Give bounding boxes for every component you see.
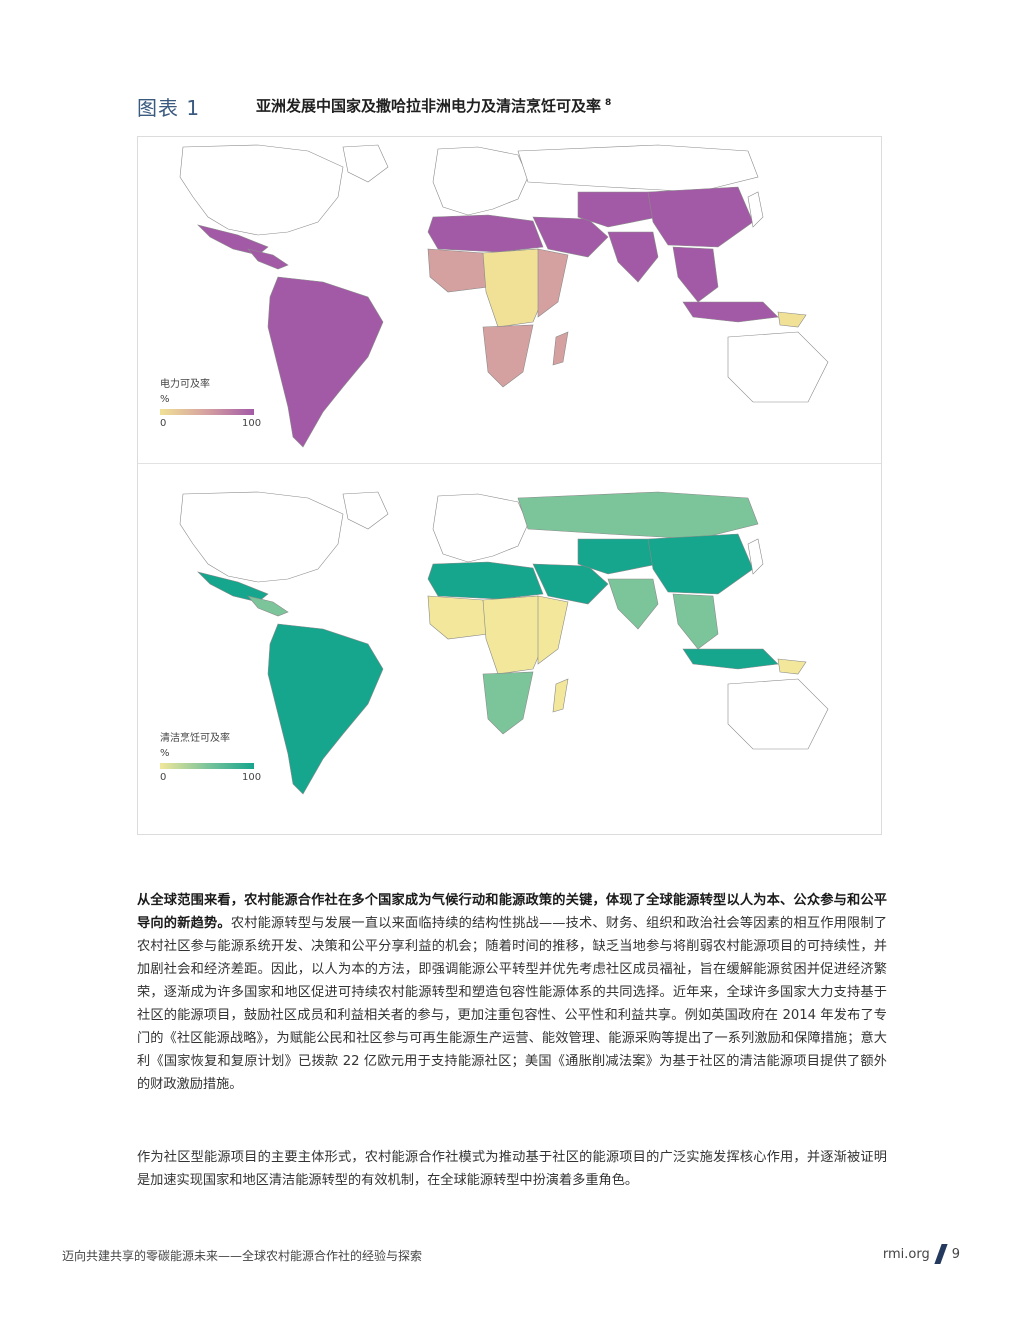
figure-title-text: 亚洲发展中国家及撒哈拉非洲电力及清洁烹饪可及率 xyxy=(256,97,602,115)
electricity-access-map: 电力可及率 % 0 100 xyxy=(138,137,883,463)
body-paragraph-1: 从全球范围来看，农村能源合作社在多个国家成为气候行动和能源政策的关键，体现了全球… xyxy=(137,889,887,1096)
region-southAsia xyxy=(607,231,659,283)
region-middleEast xyxy=(532,563,609,605)
region-china xyxy=(647,186,754,248)
region-australia xyxy=(727,331,829,403)
region-greenland xyxy=(342,144,389,183)
legend-colorbar xyxy=(160,763,254,769)
region-china xyxy=(647,533,754,595)
legend-max: 100 xyxy=(242,418,262,429)
region-southAfrica xyxy=(482,324,534,388)
map-divider xyxy=(138,463,881,464)
body-paragraph-2: 作为社区型能源项目的主要主体形式，农村能源合作社模式为推动基于社区的能源项目的广… xyxy=(137,1150,887,1188)
region-greenland xyxy=(342,491,389,530)
legend-colorbar xyxy=(160,409,254,415)
clean-cooking-legend: 清洁烹饪可及率 % 0 100 xyxy=(160,731,264,786)
region-northAfrica xyxy=(427,214,544,253)
region-westAfrica xyxy=(427,595,489,640)
region-southAsia xyxy=(607,578,659,630)
region-europe xyxy=(432,493,529,563)
region-japan xyxy=(747,191,764,228)
region-middleEast xyxy=(532,216,609,258)
clean-cooking-access-map: 清洁烹饪可及率 % 0 100 xyxy=(138,464,883,795)
footer-site-link[interactable]: rmi.org xyxy=(882,1246,930,1262)
region-indonesia xyxy=(682,648,779,670)
legend-ticks: 0 100 xyxy=(160,772,264,786)
region-png xyxy=(777,311,807,328)
legend-min: 0 xyxy=(160,772,167,783)
paragraph-lead: 从全球范围来看，农村能源合作社在多个国家成为气候行动和能源政策的关键，体现了全球… xyxy=(137,893,887,931)
region-southAmerica xyxy=(267,623,384,795)
figure-title: 亚洲发展中国家及撒哈拉非洲电力及清洁烹饪可及率 8 xyxy=(256,95,611,116)
clean-cooking-regions xyxy=(179,491,829,795)
electricity-legend: 电力可及率 % 0 100 xyxy=(160,377,264,432)
legend-ticks: 0 100 xyxy=(160,418,264,432)
region-northAmerica xyxy=(179,491,344,583)
footnote-marker[interactable]: 8 xyxy=(605,98,612,108)
electricity-world-map xyxy=(179,144,829,448)
region-europe xyxy=(432,146,529,216)
region-centralAsia xyxy=(577,538,659,575)
legend-title: 电力可及率 xyxy=(160,379,210,390)
region-southAmerica xyxy=(267,276,384,448)
paragraph-text: 农村能源转型与发展一直以来面临持续的结构性挑战——技术、财务、组织和政治社会等因… xyxy=(137,916,888,1092)
footer-page-info: rmi.org 9 xyxy=(883,1244,960,1264)
region-russia xyxy=(517,491,759,540)
region-westAfrica xyxy=(427,248,489,293)
legend-max: 100 xyxy=(242,772,262,783)
legend-unit: % xyxy=(160,394,170,405)
region-southAfrica xyxy=(482,671,534,735)
region-png xyxy=(777,658,807,675)
legend-title: 清洁烹饪可及率 xyxy=(160,733,230,744)
region-seAsia xyxy=(672,246,719,303)
figure-label: 图表 1 xyxy=(137,96,201,120)
region-seAsia xyxy=(672,593,719,650)
region-central xyxy=(247,595,289,617)
region-madagascar xyxy=(552,331,569,366)
legend-unit: % xyxy=(160,748,170,759)
page-number: 9 xyxy=(951,1246,960,1262)
region-indonesia xyxy=(682,301,779,323)
region-australia xyxy=(727,678,829,750)
region-centralAsia xyxy=(577,191,659,228)
figure-map-frame: 电力可及率 % 0 100 清洁烹饪可及率 % 0 100 xyxy=(137,136,882,835)
region-japan xyxy=(747,538,764,575)
region-madagascar xyxy=(552,678,569,713)
legend-min: 0 xyxy=(160,418,167,429)
clean-cooking-world-map xyxy=(179,491,829,795)
region-eastAfrica xyxy=(537,248,569,318)
region-russia xyxy=(517,144,759,193)
region-eastAfrica xyxy=(537,595,569,665)
region-central xyxy=(247,248,289,270)
region-northAfrica xyxy=(427,561,544,600)
region-northAmerica xyxy=(179,144,344,236)
footer-report-title: 迈向共建共享的零碳能源未来——全球农村能源合作社的经验与探索 xyxy=(62,1249,423,1263)
rmi-slash-logo xyxy=(934,1244,948,1264)
